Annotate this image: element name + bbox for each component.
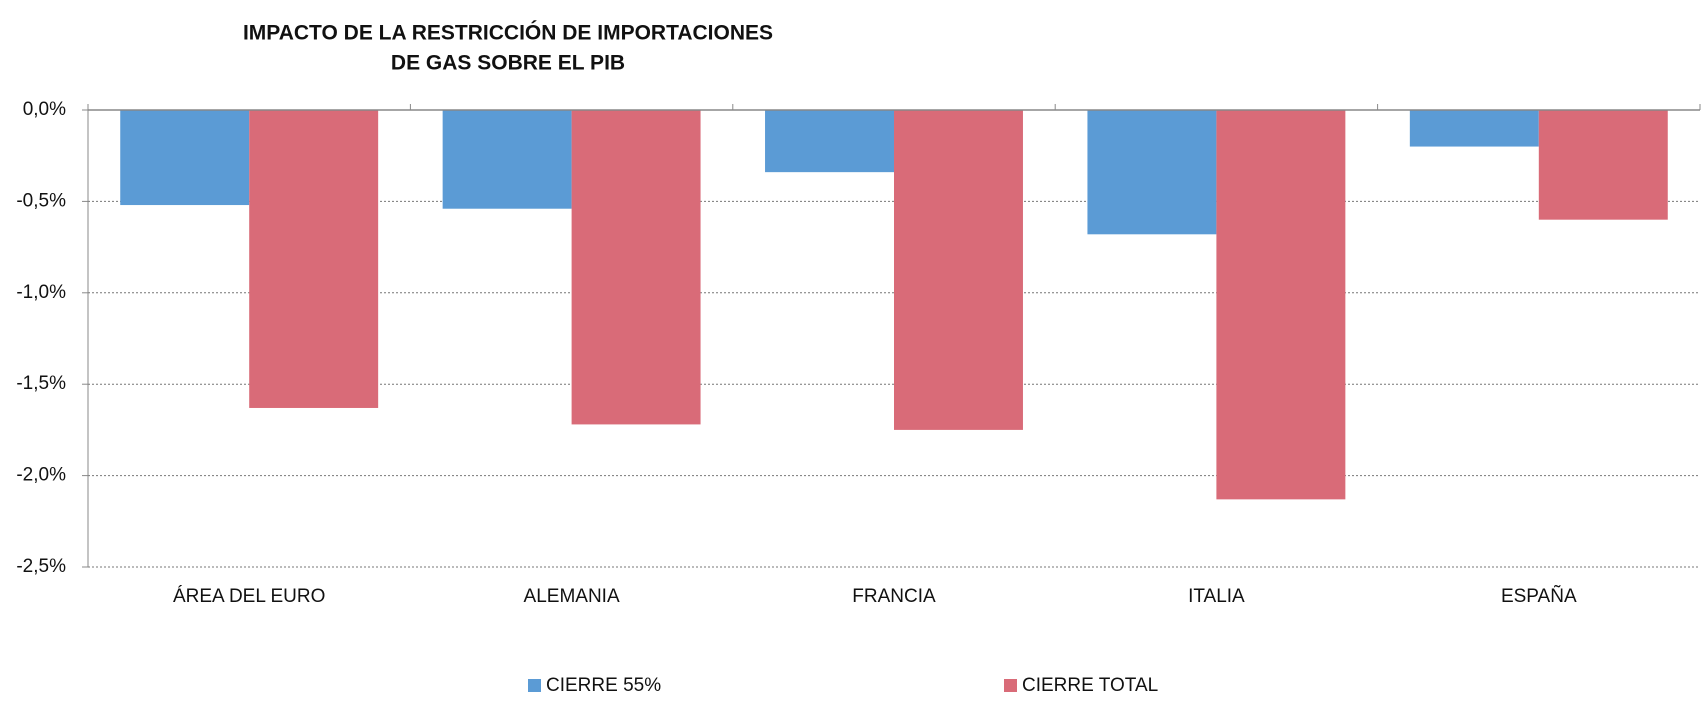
x-tick-label: ÁREA DEL EURO (173, 586, 325, 607)
bar (1538, 110, 1668, 220)
y-tick-label: -1,0% (16, 282, 66, 303)
legend-swatch (1004, 679, 1017, 692)
bar (442, 110, 572, 209)
y-tick-label: -2,0% (16, 465, 66, 486)
y-tick-label: 0,0% (23, 99, 66, 120)
bar (120, 110, 250, 206)
x-tick-label: ITALIA (1188, 586, 1245, 607)
chart-title: IMPACTO DE LA RESTRICCIÓN DE IMPORTACION… (243, 21, 773, 45)
legend-swatch (528, 679, 541, 692)
bar (1216, 110, 1346, 500)
bar (894, 110, 1023, 430)
y-tick-label: -0,5% (16, 190, 66, 211)
x-tick-label: ESPAÑA (1501, 585, 1577, 607)
y-tick-label: -2,5% (16, 556, 66, 577)
y-tick-label: -1,5% (16, 373, 66, 394)
legend-label: CIERRE TOTAL (1022, 675, 1158, 696)
bar (249, 110, 379, 408)
x-tick-label: ALEMANIA (524, 586, 620, 607)
legend-label: CIERRE 55% (546, 675, 661, 696)
bar (1409, 110, 1539, 147)
chart-title: DE GAS SOBRE EL PIB (391, 52, 625, 75)
bar (571, 110, 701, 425)
x-tick-label: FRANCIA (852, 586, 936, 607)
bar (765, 110, 894, 173)
bar (1087, 110, 1217, 235)
